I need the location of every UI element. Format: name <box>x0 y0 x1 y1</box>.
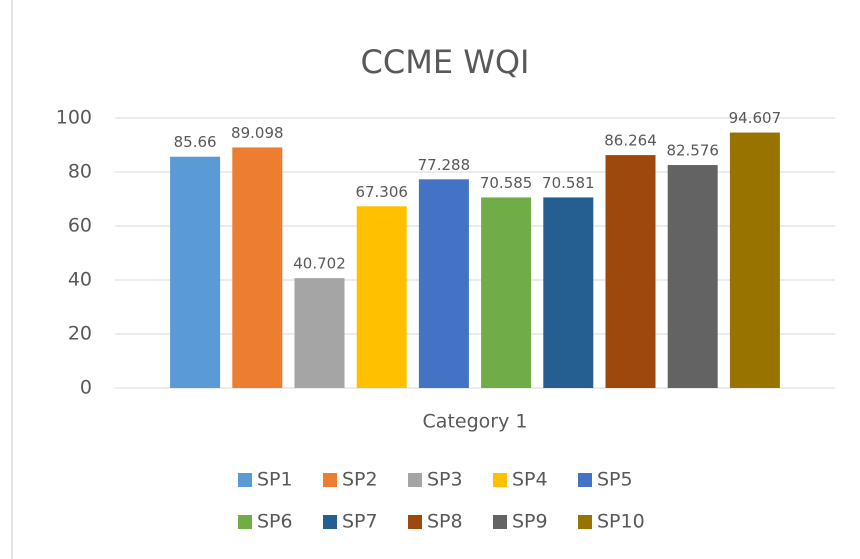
legend-swatch <box>323 515 337 529</box>
legend-label: SP7 <box>342 511 378 533</box>
data-label: 85.66 <box>174 133 217 151</box>
chart-title: CCME WQI <box>361 43 530 81</box>
bar <box>667 165 718 388</box>
data-label: 67.306 <box>355 183 408 201</box>
legend-label: SP8 <box>427 511 463 533</box>
bar <box>481 197 532 388</box>
legend-label: SP6 <box>257 511 293 533</box>
legend-swatch <box>578 515 592 529</box>
data-label: 82.576 <box>666 142 719 160</box>
legend-swatch <box>493 515 507 529</box>
legend-label: SP5 <box>597 469 633 491</box>
data-label: 70.581 <box>542 174 595 192</box>
x-tick-label: Category 1 <box>423 411 528 433</box>
legend-label: SP4 <box>512 469 548 491</box>
legend-swatch <box>238 515 252 529</box>
y-tick-label: 40 <box>68 269 92 291</box>
y-tick-label: 80 <box>68 161 92 183</box>
bar <box>232 147 283 388</box>
bar <box>605 155 656 388</box>
y-tick-label: 60 <box>68 215 92 237</box>
data-label: 70.585 <box>480 174 533 192</box>
legend-swatch <box>408 473 422 487</box>
data-label: 86.264 <box>604 132 657 150</box>
bar <box>356 206 407 388</box>
legend-label: SP9 <box>512 511 548 533</box>
data-label: 94.607 <box>729 109 782 127</box>
legend-swatch <box>493 473 507 487</box>
legend-swatch <box>323 473 337 487</box>
bar <box>729 132 780 388</box>
y-tick-label: 0 <box>80 377 92 399</box>
data-label: 89.098 <box>231 124 284 142</box>
data-label: 77.288 <box>418 156 471 174</box>
y-tick-label: 100 <box>56 107 92 129</box>
legend-swatch <box>408 515 422 529</box>
bar <box>418 179 469 388</box>
bar <box>543 197 594 388</box>
legend-label: SP10 <box>597 511 645 533</box>
bar <box>170 156 221 388</box>
y-tick-label: 20 <box>68 323 92 345</box>
legend-label: SP1 <box>257 469 293 491</box>
data-label: 40.702 <box>293 255 346 273</box>
legend-label: SP2 <box>342 469 378 491</box>
legend-swatch <box>238 473 252 487</box>
legend-swatch <box>578 473 592 487</box>
bar <box>294 278 345 388</box>
legend-label: SP3 <box>427 469 463 491</box>
